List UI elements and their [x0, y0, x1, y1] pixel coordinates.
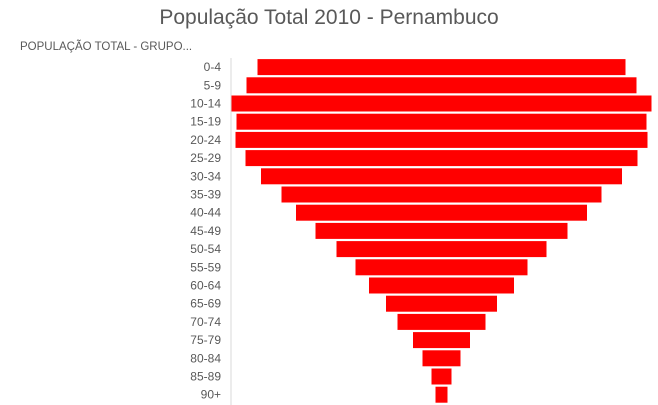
bar-10-14	[231, 95, 652, 112]
bar-65-69	[386, 295, 497, 312]
tick-label-5-9: 5-9	[204, 78, 222, 92]
bar-50-54	[336, 241, 547, 258]
tick-label-65-69: 65-69	[190, 297, 221, 311]
bar-40-44	[296, 204, 587, 221]
bar-60-64	[369, 277, 514, 294]
bar-45-49	[315, 222, 568, 239]
bar-35-39	[281, 186, 602, 203]
tick-label-0-4: 0-4	[204, 60, 222, 74]
tick-label-70-74: 70-74	[190, 315, 221, 329]
tick-label-60-64: 60-64	[190, 279, 221, 293]
chart-title: População Total 2010 - Pernambuco	[159, 6, 499, 29]
tick-label-45-49: 45-49	[190, 224, 221, 238]
tick-label-55-59: 55-59	[190, 260, 221, 274]
tick-label-10-14: 10-14	[190, 97, 221, 111]
tick-label-40-44: 40-44	[190, 206, 221, 220]
bar-70-74	[397, 313, 486, 330]
tick-label-30-34: 30-34	[190, 169, 221, 183]
bar-5-9	[246, 77, 637, 94]
bar-55-59	[355, 259, 528, 276]
tick-label-80-84: 80-84	[190, 351, 221, 365]
bar-90+	[435, 386, 448, 403]
tick-label-35-39: 35-39	[190, 188, 221, 202]
bar-75-79	[413, 332, 470, 349]
tick-label-75-79: 75-79	[190, 333, 221, 347]
tick-label-90+: 90+	[201, 388, 221, 402]
bar-25-29	[245, 150, 638, 167]
tick-label-85-89: 85-89	[190, 370, 221, 384]
bar-0-4	[257, 59, 626, 76]
bar-85-89	[431, 368, 452, 385]
tick-label-25-29: 25-29	[190, 151, 221, 165]
bar-30-34	[261, 168, 622, 185]
tick-label-15-19: 15-19	[190, 115, 221, 129]
tick-label-20-24: 20-24	[190, 133, 221, 147]
bar-20-24	[235, 131, 648, 148]
bar-80-84	[422, 350, 461, 367]
category-axis-title: POPULAÇÃO TOTAL - GRUPO...	[20, 41, 193, 53]
bars-group	[231, 59, 652, 403]
category-labels-group: 0-4 5-9 10-14 15-19 20-24 25-29 30-34 35-39 40-4…	[190, 60, 221, 402]
tick-label-50-54: 50-54	[190, 242, 221, 256]
bar-15-19	[236, 113, 647, 130]
